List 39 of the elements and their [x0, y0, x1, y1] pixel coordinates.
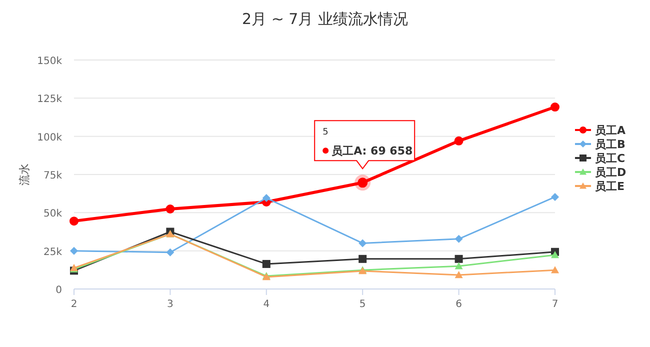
x-tick-label: 5 — [359, 299, 366, 310]
point — [166, 204, 175, 214]
x-tick-label: 2 — [70, 299, 78, 310]
point — [551, 250, 559, 258]
annotation: 5 — [322, 128, 328, 138]
legend-label: 员工B — [595, 138, 626, 151]
y-tick-label: 75k — [43, 170, 62, 182]
legend-label: 员工A — [595, 124, 626, 137]
point — [454, 136, 464, 146]
y-tick-label: 100k — [37, 132, 62, 144]
legend-label: 员工C — [595, 152, 626, 165]
x-tick-label: 3 — [167, 299, 174, 310]
x-tick-label: 6 — [456, 299, 462, 310]
point — [550, 102, 560, 112]
point — [70, 216, 78, 226]
y-tick-label: 50k — [43, 208, 62, 220]
chart-title: 2月 ~ 7月 业绩流水情况 — [242, 10, 408, 28]
annotation: 员工A: 69 658 — [332, 144, 413, 158]
y-axis-title: 流水 — [18, 164, 31, 186]
point — [454, 234, 463, 243]
legend-label: 员工D — [595, 166, 626, 179]
point — [551, 266, 559, 274]
y-tick-label: 25k — [43, 246, 62, 258]
y-tick-label: 0 — [56, 285, 62, 296]
point — [262, 194, 270, 202]
point — [358, 239, 367, 248]
point — [70, 246, 78, 255]
point — [454, 254, 463, 263]
point — [551, 192, 559, 201]
point — [166, 248, 174, 256]
y-tick-label: 150k — [37, 56, 62, 67]
x-tick-label: 7 — [552, 299, 558, 310]
y-tick-label: 125k — [37, 94, 62, 106]
point — [454, 270, 463, 278]
point — [262, 260, 270, 268]
point — [454, 262, 463, 270]
x-tick-label: 4 — [263, 299, 270, 310]
point — [358, 254, 367, 263]
legend-label: 员工E — [595, 180, 625, 193]
